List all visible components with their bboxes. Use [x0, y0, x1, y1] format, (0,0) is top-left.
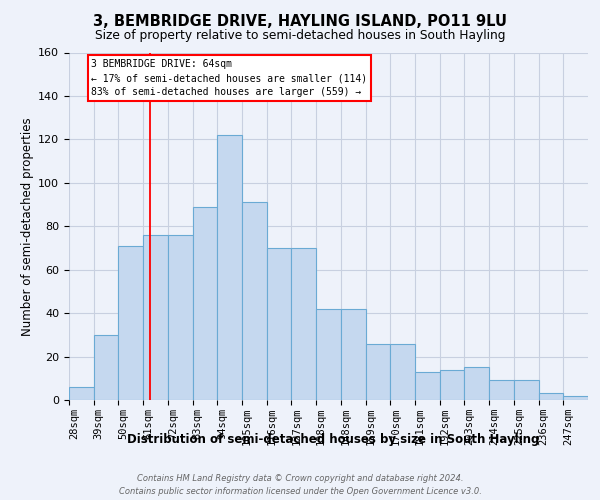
- Text: Contains HM Land Registry data © Crown copyright and database right 2024.
Contai: Contains HM Land Registry data © Crown c…: [119, 474, 481, 496]
- Bar: [292, 248, 316, 400]
- Bar: [489, 380, 514, 400]
- Bar: [267, 248, 292, 400]
- Bar: [94, 335, 118, 400]
- Bar: [69, 387, 94, 400]
- Bar: [242, 202, 267, 400]
- Y-axis label: Number of semi-detached properties: Number of semi-detached properties: [21, 117, 34, 336]
- Bar: [440, 370, 464, 400]
- Bar: [193, 206, 217, 400]
- Bar: [563, 396, 588, 400]
- Bar: [168, 235, 193, 400]
- Bar: [365, 344, 390, 400]
- Bar: [316, 309, 341, 400]
- Bar: [143, 235, 168, 400]
- Bar: [217, 135, 242, 400]
- Bar: [118, 246, 143, 400]
- Text: 3 BEMBRIDGE DRIVE: 64sqm
← 17% of semi-detached houses are smaller (114)
83% of : 3 BEMBRIDGE DRIVE: 64sqm ← 17% of semi-d…: [91, 59, 368, 97]
- Bar: [464, 368, 489, 400]
- Bar: [539, 394, 563, 400]
- Text: Distribution of semi-detached houses by size in South Hayling: Distribution of semi-detached houses by …: [127, 432, 539, 446]
- Bar: [390, 344, 415, 400]
- Text: 3, BEMBRIDGE DRIVE, HAYLING ISLAND, PO11 9LU: 3, BEMBRIDGE DRIVE, HAYLING ISLAND, PO11…: [93, 14, 507, 29]
- Bar: [415, 372, 440, 400]
- Text: Size of property relative to semi-detached houses in South Hayling: Size of property relative to semi-detach…: [95, 29, 505, 42]
- Bar: [341, 309, 365, 400]
- Bar: [514, 380, 539, 400]
